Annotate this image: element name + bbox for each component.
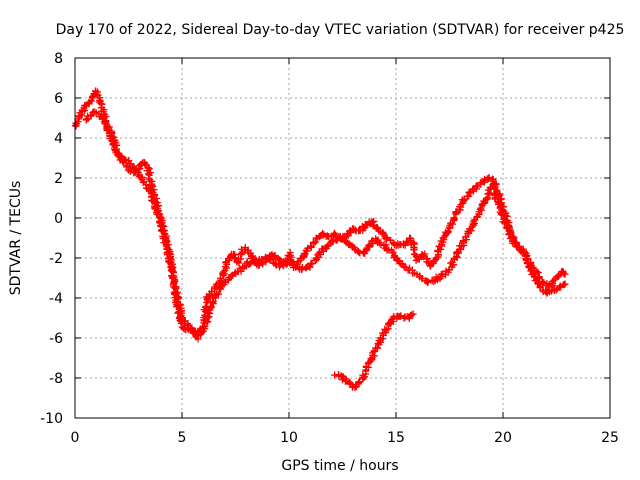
data-point-marker: [141, 160, 149, 168]
data-point-marker: [445, 266, 453, 274]
y-tick-label: -4: [49, 291, 63, 307]
data-point-marker: [151, 205, 159, 213]
data-point-marker: [171, 277, 179, 285]
data-point-marker: [476, 205, 484, 213]
data-point-marker: [143, 167, 151, 175]
chart-title: Day 170 of 2022, Sidereal Day-to-day VTE…: [56, 22, 625, 38]
data-point-marker: [333, 236, 341, 244]
data-point-marker: [87, 97, 95, 105]
data-point-marker: [152, 194, 160, 202]
grid-lines: [75, 58, 610, 418]
data-point-marker: [366, 241, 374, 249]
data-point-marker: [461, 233, 469, 241]
data-point-marker: [265, 255, 273, 263]
data-point-marker: [561, 280, 569, 288]
data-point-marker: [175, 293, 183, 301]
y-tick-label: -10: [40, 411, 63, 427]
data-point-marker: [369, 221, 377, 229]
data-point-marker: [105, 123, 113, 131]
data-point-marker: [483, 195, 491, 203]
y-tick-label: 0: [54, 211, 63, 227]
data-point-marker: [209, 298, 217, 306]
data-point-marker: [362, 222, 370, 230]
data-point-marker: [419, 252, 427, 260]
y-tick-label: 8: [54, 51, 63, 67]
data-point-marker: [454, 249, 462, 257]
data-point-marker: [144, 164, 152, 172]
data-point-marker: [367, 355, 375, 363]
y-tick-label: 4: [54, 131, 63, 147]
x-tick-label: 20: [494, 430, 512, 446]
data-point-marker: [505, 230, 513, 238]
y-tick-label: -2: [49, 251, 63, 267]
axis-ticks: 0 5 10 15 20 25 -10 -8 -6 -4 -2 0 2 4 6 8: [40, 51, 619, 446]
data-point-marker: [157, 221, 165, 229]
x-axis-label: GPS time / hours: [281, 458, 398, 474]
data-point-marker: [329, 238, 337, 246]
x-tick-label: 0: [71, 430, 80, 446]
x-tick-label: 25: [601, 430, 619, 446]
data-point-marker: [410, 246, 418, 254]
data-point-marker: [382, 241, 390, 249]
data-point-marker: [409, 310, 417, 318]
data-point-marker: [389, 248, 397, 256]
data-point-marker: [219, 268, 227, 276]
x-tick-label: 10: [280, 430, 298, 446]
data-point-marker: [373, 344, 381, 352]
data-point-marker: [338, 376, 346, 384]
y-tick-label: -8: [49, 371, 63, 387]
data-point-marker: [156, 213, 164, 221]
data-point-marker: [561, 270, 569, 278]
data-point-marker: [499, 211, 507, 219]
data-point-marker: [376, 239, 384, 247]
x-tick-label: 15: [387, 430, 405, 446]
plot-frame: [74, 57, 611, 419]
data-point-marker: [450, 214, 458, 222]
x-tick-label: 5: [178, 430, 187, 446]
data-point-marker: [170, 278, 178, 286]
data-point-marker: [149, 182, 157, 190]
y-tick-label: -6: [49, 331, 63, 347]
data-point-marker: [115, 151, 123, 159]
data-point-marker: [271, 253, 279, 261]
data-point-marker: [533, 268, 541, 276]
data-point-marker: [355, 379, 363, 387]
y-axis-label: SDTVAR / TECUs: [8, 181, 24, 296]
data-markers: [71, 87, 569, 391]
data-point-marker: [408, 311, 416, 319]
y-tick-label: 2: [54, 171, 63, 187]
data-point-marker: [282, 260, 290, 268]
data-point-marker: [449, 220, 457, 228]
data-point-marker: [286, 259, 294, 267]
data-point-marker: [312, 234, 320, 242]
data-point-marker: [306, 263, 314, 271]
data-point-marker: [430, 277, 438, 285]
data-point-marker: [213, 289, 221, 297]
data-point-marker: [485, 173, 493, 181]
y-tick-label: 6: [54, 91, 63, 107]
data-point-marker: [529, 269, 537, 277]
